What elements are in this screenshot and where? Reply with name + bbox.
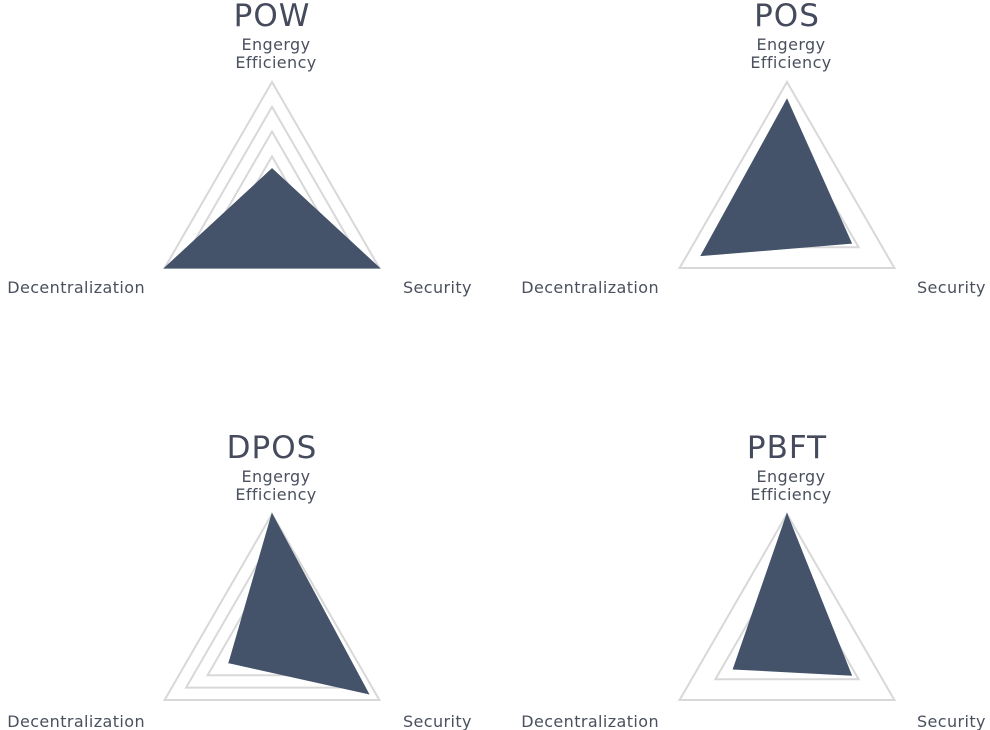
grid-ring bbox=[677, 80, 897, 269]
chart-title: DPOS bbox=[227, 430, 318, 466]
axis-label-decentralization: Decentralization bbox=[7, 712, 145, 730]
axis-label-energy-efficiency: Efficiency bbox=[235, 53, 316, 72]
axis-label-decentralization: Decentralization bbox=[521, 712, 659, 730]
chart-title: POW bbox=[234, 0, 311, 34]
chart-title: PBFT bbox=[747, 430, 827, 466]
axis-label-decentralization: Decentralization bbox=[7, 278, 145, 297]
grid-ring bbox=[162, 512, 382, 701]
axis-label-security: Security bbox=[917, 712, 986, 730]
axis-label-security: Security bbox=[917, 278, 986, 297]
axis-label-decentralization: Decentralization bbox=[521, 278, 659, 297]
grid-ring bbox=[677, 512, 897, 701]
axis-label-energy-efficiency: Engergy bbox=[242, 35, 311, 54]
axis-label-energy-efficiency: Engergy bbox=[242, 467, 311, 486]
axis-label-energy-efficiency: Efficiency bbox=[750, 485, 831, 504]
data-shape bbox=[732, 512, 853, 676]
data-shape bbox=[163, 168, 381, 269]
axis-label-energy-efficiency: Efficiency bbox=[235, 485, 316, 504]
axis-label-energy-efficiency: Engergy bbox=[757, 35, 826, 54]
axis-label-security: Security bbox=[403, 278, 472, 297]
axis-label-energy-efficiency: Efficiency bbox=[750, 53, 831, 72]
axis-label-security: Security bbox=[403, 712, 472, 730]
chart-title: POS bbox=[754, 0, 820, 34]
data-shape bbox=[228, 512, 370, 695]
data-shape bbox=[700, 98, 853, 257]
axis-label-energy-efficiency: Engergy bbox=[757, 467, 826, 486]
